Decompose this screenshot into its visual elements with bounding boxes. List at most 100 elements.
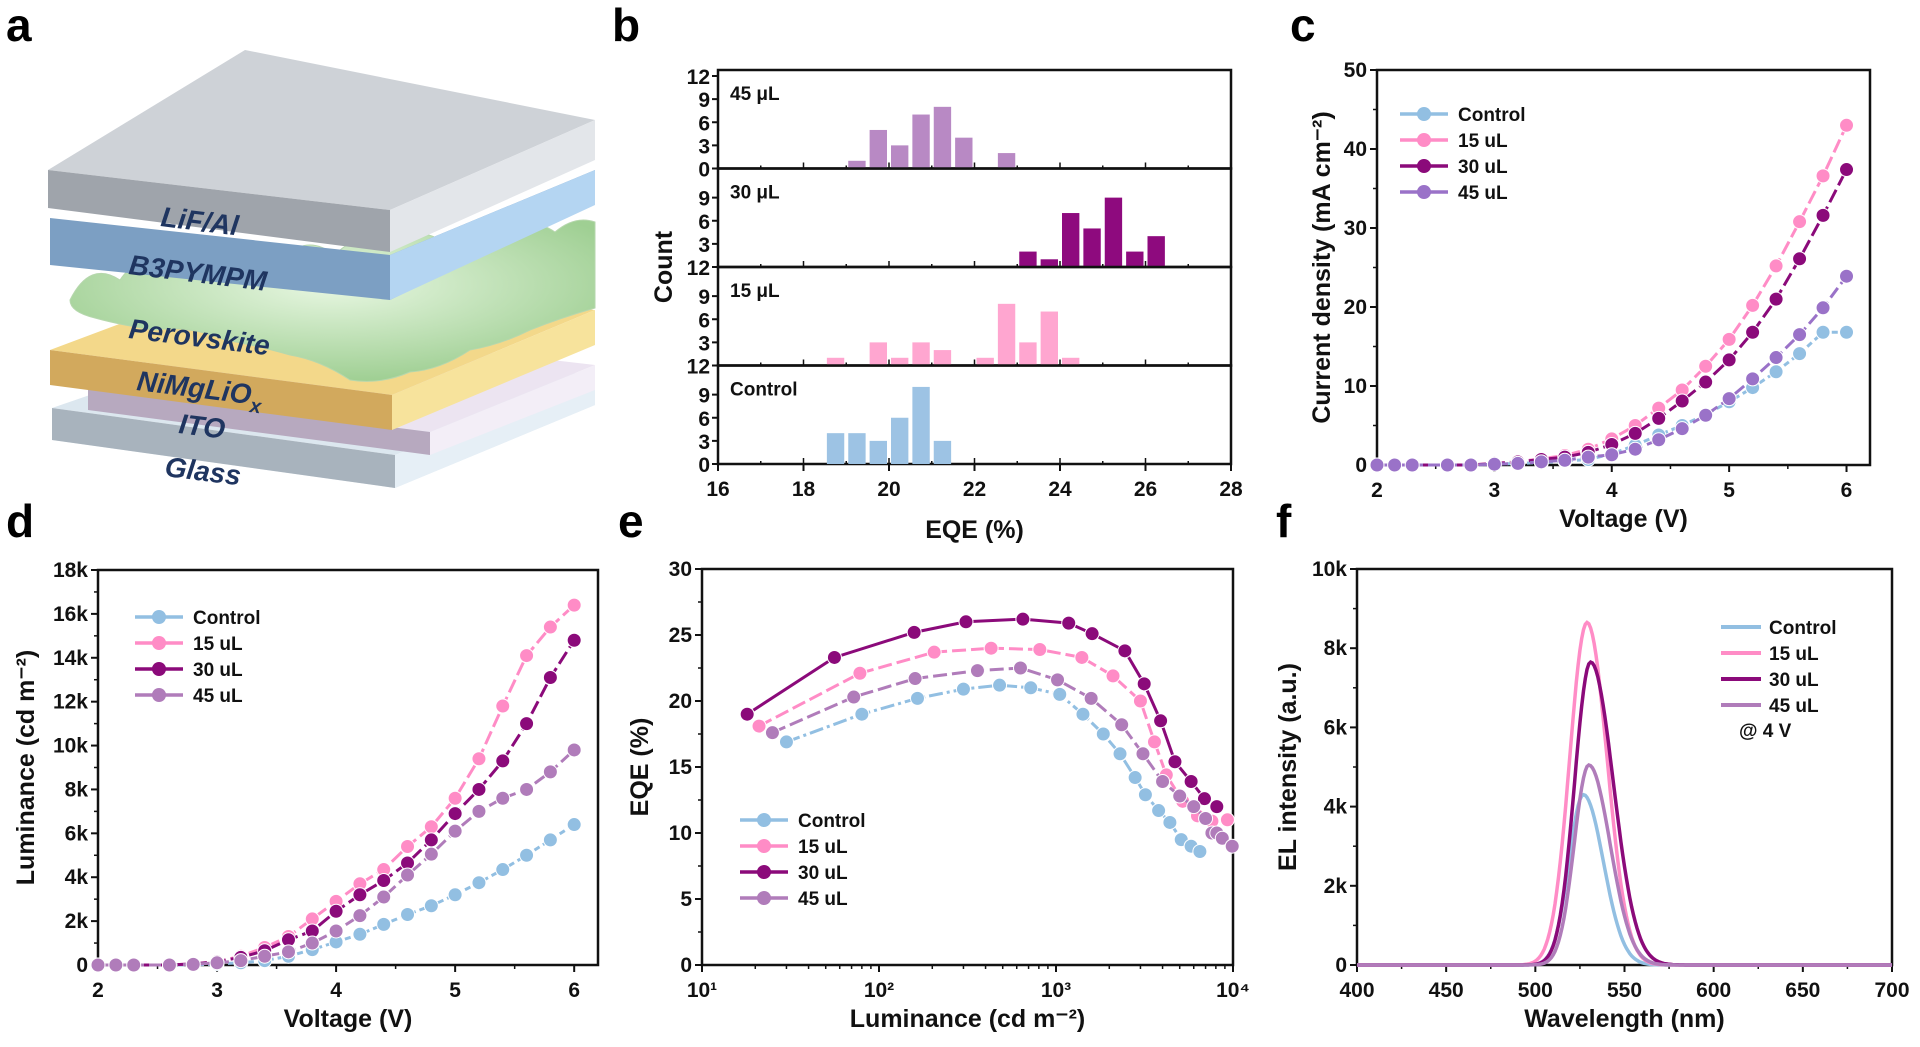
x-tick-label: 20: [877, 478, 900, 501]
legend-marker: [152, 610, 166, 624]
data-point: [1172, 788, 1188, 804]
data-point: [1792, 346, 1808, 362]
histogram-bar: [955, 137, 973, 169]
axis-y-tick-label: 14k: [53, 647, 88, 670]
axis-y-tick-label: 8k: [1324, 637, 1348, 660]
data-point: [1698, 358, 1714, 374]
legend-marker: [152, 636, 166, 650]
data-point: [1815, 300, 1831, 316]
data-point: [108, 957, 124, 973]
data-point: [1404, 457, 1420, 473]
histogram-bar: [1062, 213, 1080, 267]
data-point: [1839, 268, 1855, 284]
data-point: [423, 846, 439, 862]
axis-y-tick-label: 18k: [53, 559, 88, 582]
axis-x-tick-label: 10¹: [687, 979, 717, 1002]
data-point: [1061, 615, 1077, 631]
panel-letter-c: c: [1290, 0, 1316, 51]
data-point: [958, 614, 974, 630]
data-point: [1224, 838, 1240, 854]
data-point: [1651, 432, 1667, 448]
legend-label: 45 uL: [798, 889, 848, 910]
y-tick-label: 12: [687, 66, 710, 89]
axis-y-tick-label: 40: [1344, 138, 1367, 161]
axis-x-tick-label: 3: [211, 979, 223, 1002]
data-point: [1721, 391, 1737, 407]
data-point: [376, 873, 392, 889]
y-tick-label: 3: [698, 135, 710, 158]
histogram-bar: [1019, 251, 1037, 267]
histogram-bar: [997, 303, 1016, 366]
histogram-bar: [869, 342, 887, 366]
data-point: [1839, 117, 1855, 133]
axis-y-tick-label: 10: [1344, 375, 1367, 398]
histogram-bar: [1083, 228, 1101, 267]
data-point: [1050, 672, 1066, 688]
y-tick-label: 3: [698, 332, 710, 355]
data-point: [1815, 207, 1831, 223]
data-point: [764, 725, 780, 741]
histogram-bar: [1126, 251, 1144, 267]
axis-y-tick-label: 20: [1344, 296, 1367, 319]
data-point: [1533, 454, 1549, 470]
histogram-bar: [869, 129, 887, 169]
data-point: [1745, 371, 1761, 387]
axis-x-tick-label: 2: [1371, 479, 1383, 502]
data-point: [1146, 734, 1162, 750]
data-point: [826, 649, 842, 665]
panel-letter-b: b: [612, 0, 641, 51]
data-point: [1209, 799, 1225, 815]
histogram-bar: [1147, 236, 1165, 267]
data-point: [400, 839, 416, 854]
axis-x-tick-label: 650: [1785, 979, 1820, 1002]
y-axis-label: Current density (mA cm⁻²): [1308, 111, 1336, 423]
y-tick-label: 6: [698, 112, 710, 135]
histogram-label: 15 μL: [730, 281, 780, 302]
axis-y-tick-label: 0: [76, 954, 88, 977]
histogram-label: 45 μL: [730, 84, 780, 105]
data-point: [519, 847, 535, 863]
y-axis-label: EQE (%): [626, 718, 654, 817]
axis-y-tick-label: 30: [669, 558, 692, 581]
data-point: [519, 716, 535, 732]
data-point: [352, 887, 368, 903]
data-point: [1167, 754, 1183, 770]
data-point: [906, 624, 922, 640]
legend-label: Control: [1458, 105, 1526, 126]
histogram-bar: [848, 160, 866, 169]
legend-label: Control: [798, 811, 866, 832]
data-point: [1745, 297, 1761, 313]
legend-label: 30 uL: [1769, 670, 1819, 691]
axis-y-tick-label: 20: [669, 690, 692, 713]
data-point: [1105, 668, 1121, 684]
data-point: [1074, 649, 1090, 665]
data-point: [1023, 680, 1039, 696]
x-tick-label: 26: [1134, 478, 1157, 501]
axis-x-tick-label: 4: [330, 979, 342, 1002]
axis-y-tick-label: 6k: [1324, 716, 1348, 739]
axis-y-tick-label: 50: [1344, 59, 1367, 82]
device-stack-diagram: LiF/Al B3PYMPM Perovskite NiMgLiOx ITO G…: [48, 50, 596, 491]
legend-marker: [757, 839, 771, 853]
data-point: [1768, 258, 1784, 274]
data-point: [1792, 327, 1808, 343]
legend-marker: [152, 688, 166, 702]
data-point: [1136, 676, 1152, 692]
axis-x-tick-label: 400: [1339, 979, 1374, 1002]
x-axis-label: EQE (%): [925, 516, 1024, 544]
axis-x-tick-label: 6: [1841, 479, 1853, 502]
legend-marker: [1417, 133, 1431, 147]
x-axis-label: Voltage (V): [1559, 505, 1688, 533]
data-point: [542, 619, 558, 635]
data-point: [233, 953, 249, 969]
axis-x-tick-label: 10²: [864, 979, 894, 1002]
legend-marker: [757, 813, 771, 827]
axis-x-tick-label: 6: [568, 979, 580, 1002]
x-axis-label: Luminance (cd m⁻²): [850, 1005, 1085, 1033]
axis-x-tick-label: 550: [1607, 979, 1642, 1002]
panel-letter-d: d: [6, 495, 35, 547]
data-point: [161, 957, 177, 973]
axis-y-tick-label: 15: [669, 756, 693, 779]
